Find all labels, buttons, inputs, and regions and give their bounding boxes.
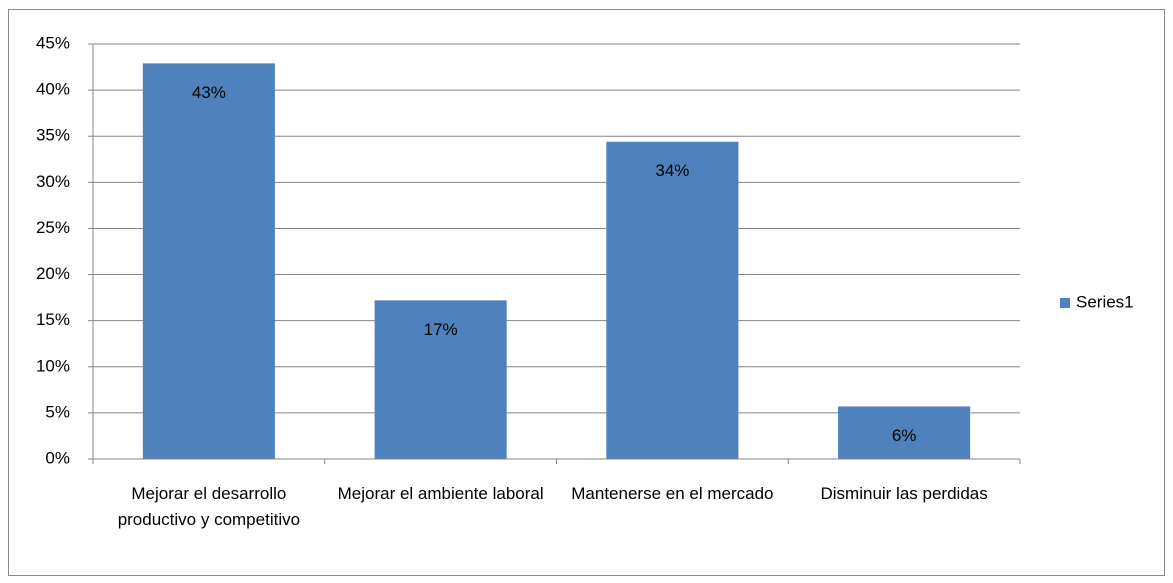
x-tick-label: Mejorar el desarrollo productivo y compe… [117,484,301,529]
y-tick-label: 30% [36,172,70,191]
y-tick-label: 0% [45,448,70,467]
data-label: 6% [892,426,917,445]
y-tick-label: 45% [36,33,70,52]
y-tick-label: 20% [36,264,70,283]
y-tick-label: 40% [36,80,70,99]
legend-swatch [1060,298,1070,308]
x-tick-label: Mantenerse en el mercado [571,484,774,503]
bar [142,63,275,459]
data-label: 43% [192,83,226,102]
y-tick-label: 15% [36,310,70,329]
y-tick-label: 25% [36,218,70,237]
legend-label: Series1 [1076,292,1134,311]
bar [374,300,507,459]
bar [838,406,971,459]
data-label: 17% [424,320,458,339]
y-tick-label: 10% [36,356,70,375]
y-tick-label: 35% [36,126,70,145]
x-tick-label: Disminuir las perdidas [820,484,988,503]
x-tick-label: Mejorar el ambiente laboral [337,484,544,503]
y-tick-label: 5% [45,402,70,421]
data-label: 34% [655,161,689,180]
bar [606,141,739,459]
